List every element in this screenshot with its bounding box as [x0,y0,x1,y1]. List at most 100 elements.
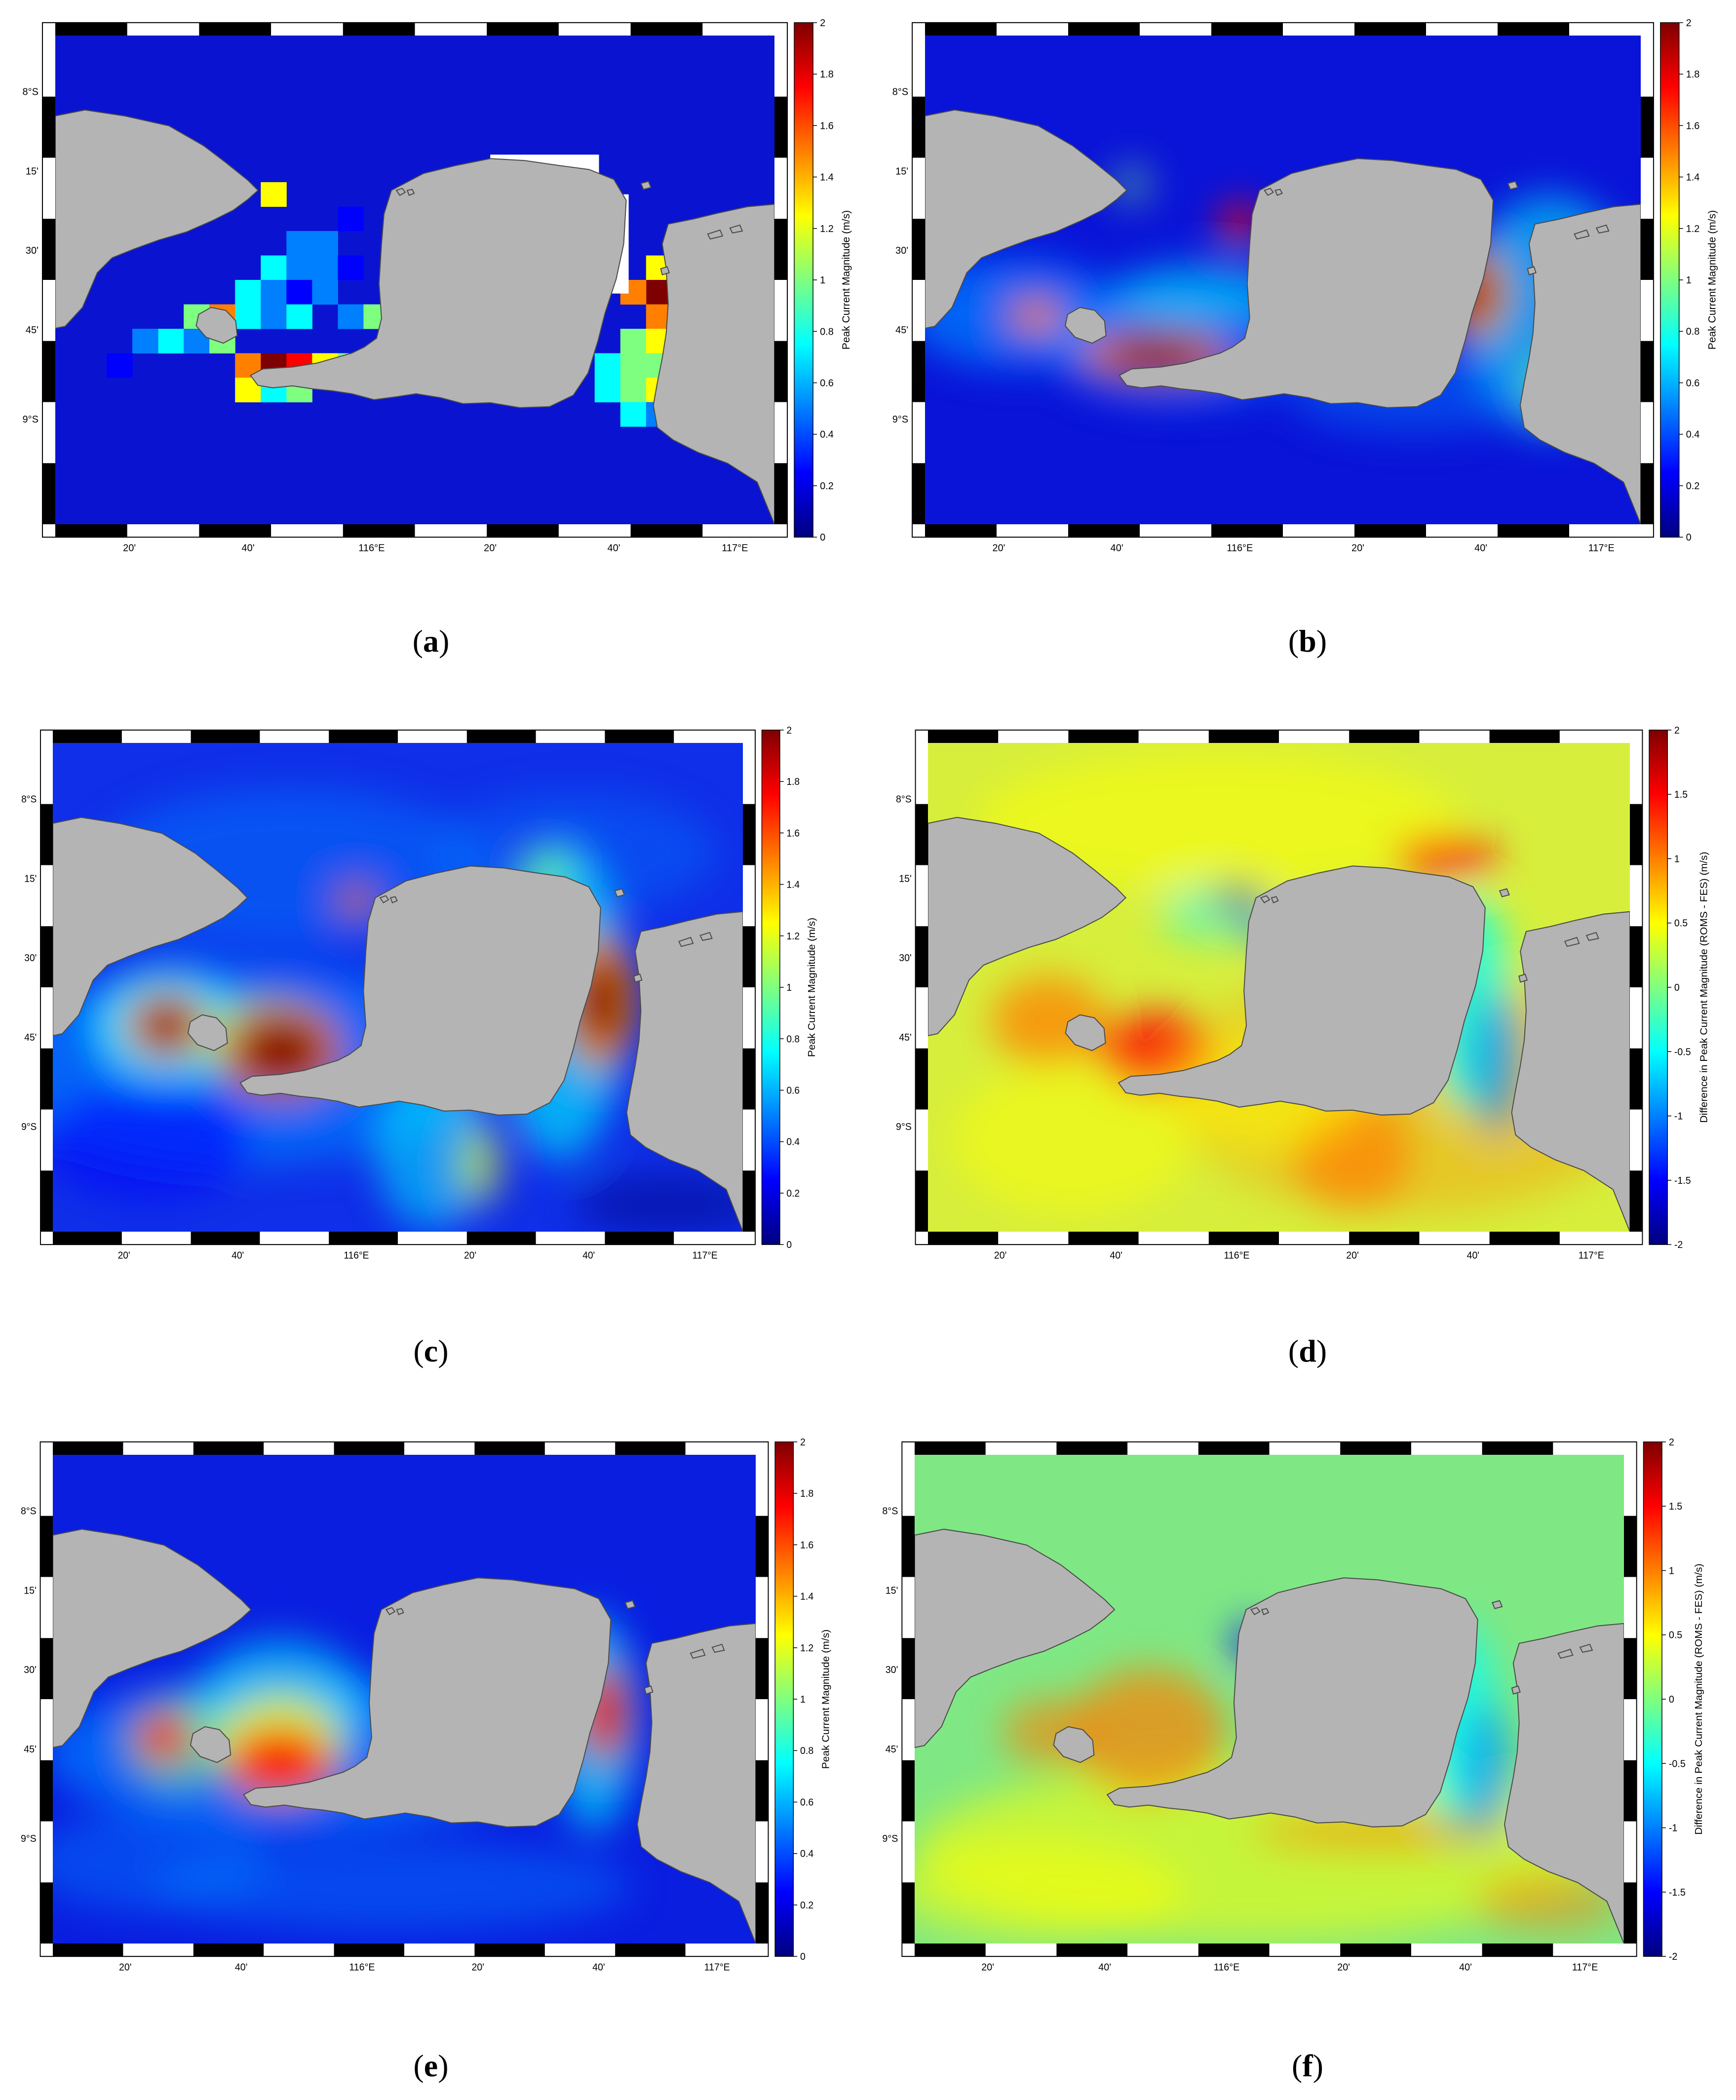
frame-segment [928,1232,999,1245]
colorbar-tick-label: 1.6 [1686,120,1700,131]
land-mass [626,911,743,1232]
lon-tick-label: 20' [993,543,1005,553]
frame-segment [630,22,703,36]
grid-cell [594,353,621,378]
field-blob [233,1015,328,1086]
frame-segment [1630,926,1643,987]
colorbar-tick-label: 2 [1669,1437,1674,1448]
land-mass [1511,1685,1521,1695]
land-mass [1557,1648,1574,1659]
frame-segment [915,926,928,987]
field-blob [915,1841,1183,1941]
land-mass [644,1685,654,1695]
colorbar-tick-label: 0.4 [820,429,834,440]
land-mass [1564,936,1580,947]
land-mass [250,158,627,408]
lon-tick-label: 40' [1474,543,1487,553]
grid-cell [620,329,647,354]
lon-tick-label: 20' [119,1962,131,1973]
lat-tick-label: 15' [26,166,39,177]
lon-tick-label: 117°E [704,1962,730,1973]
lon-tick-label: 20' [118,1250,130,1261]
lon-tick-label: 40' [592,1962,605,1973]
lat-tick-label: 8°S [896,794,912,805]
frame-segment [55,22,127,36]
colorbar-tick-label: 0.2 [786,1188,800,1199]
land-mass [385,1607,396,1615]
frame-segment [630,524,703,538]
frame-segment [756,1516,769,1577]
colorbar-tick-label: 0.5 [1674,918,1688,929]
field-blob [952,1065,1194,1214]
colorbar-tick-label: 1.6 [820,120,834,131]
colorbar-tick-label: 0.8 [786,1034,800,1045]
lat-tick-label: 45' [24,1032,37,1043]
frame-segment [53,730,122,743]
frame-segment [42,463,55,524]
lon-tick-label: 20' [981,1962,994,1973]
lon-tick-label: 20' [472,1962,484,1973]
land-mass [711,1643,725,1653]
land-mass [699,932,713,941]
colorbar-tick-label: 1.5 [1669,1501,1682,1512]
colorbar-tick-label: 0.2 [800,1900,813,1911]
colorbar-tick-label: -1.5 [1669,1887,1686,1898]
grid-cell [261,280,287,305]
frame-segment [474,1441,545,1455]
lat-tick-label: 30' [24,953,37,964]
lat-tick-label: 15' [895,166,908,177]
frame-segment [1489,730,1560,743]
land-mass [690,1648,706,1659]
frame-segment [1349,1232,1420,1245]
map-panel-inner: 8°S 15' 30' 45' 9°S 20' 40' 116°E 20' 40' 117°E 2 1.… [892,18,1718,553]
colorbar-tick-label: 2 [1686,18,1692,29]
land-mass [928,817,1127,1037]
colorbar-tick-label: 0.8 [820,326,834,337]
colorbar [761,730,780,1245]
frame-segment [343,524,415,538]
colorbar-tick-label: 1.8 [1686,69,1700,80]
colorbar-tick-label: -1.5 [1674,1175,1691,1186]
grid-cell [286,231,312,256]
lat-tick-label: 9°S [896,1122,912,1132]
colorbar-tick-label: 1.8 [820,69,834,80]
colorbar-tick-label: 1 [786,982,792,993]
lon-tick-label: 40' [1111,543,1123,553]
field-blob [1393,837,1500,877]
field-blob [227,1727,333,1797]
frame-segment [928,730,999,743]
lon-tick-label: 40' [608,543,620,553]
frame-segment [743,1170,755,1232]
map-content [925,36,1641,525]
land-mass [1118,865,1486,1116]
frame-segment [902,1638,915,1699]
frame-segment [756,1760,769,1822]
panel-label-b: (b) [1288,623,1327,659]
colorbar-title: Peak Current Magnitude (m/s) [820,1630,832,1769]
frame-segment [1624,1882,1637,1944]
land-mass [614,888,625,897]
lon-tick-label: 40' [241,543,254,553]
frame-segment [1624,1760,1637,1822]
frame-segment [329,730,398,743]
frame-segment [902,1882,915,1944]
frame-segment [774,463,788,524]
frame-segment [1349,730,1420,743]
lat-tick-label: 8°S [22,87,38,98]
field-blob [456,1125,503,1205]
lat-tick-label: 15' [899,873,911,884]
land-mass [1119,158,1494,408]
land-mass [637,1623,756,1944]
field-blob [345,892,368,910]
land-mass [1053,1726,1095,1763]
field-blob [574,1174,743,1232]
frame-segment [40,1882,53,1944]
map-panel-inner: 8°S 15' 30' 45' 9°S 20' 40' 116°E 20' 40' 117°E 2 1.… [896,725,1709,1261]
lat-tick-label: 15' [24,873,37,884]
lon-tick-label: 40' [1467,1250,1479,1261]
colorbar-tick-label: 0.5 [1669,1630,1682,1641]
land-mass [1260,895,1271,903]
field-blob [53,1080,252,1200]
grid-cell [338,304,364,329]
